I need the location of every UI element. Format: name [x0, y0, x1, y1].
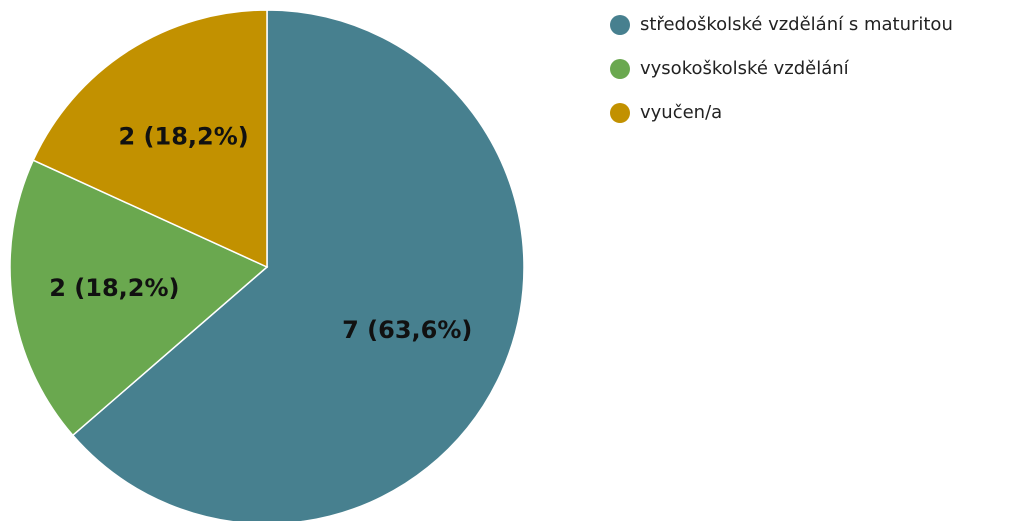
- pie-slice: [9, 159, 269, 437]
- legend-label: vyučen/a: [640, 102, 722, 123]
- slice-label: 7 (63,6%): [342, 316, 472, 344]
- legend-label: vysokoškolské vzdělání: [640, 58, 850, 79]
- pie-slice: [71, 9, 525, 521]
- slice-label: 2 (18,2%): [49, 274, 179, 302]
- legend-swatch: [610, 103, 630, 123]
- pie-slice: [32, 9, 268, 269]
- slice-label: 2 (18,2%): [119, 122, 249, 150]
- legend-label: středoškolské vzdělání s maturitou: [640, 14, 953, 35]
- legend-swatch: [610, 15, 630, 35]
- legend-swatch: [610, 59, 630, 79]
